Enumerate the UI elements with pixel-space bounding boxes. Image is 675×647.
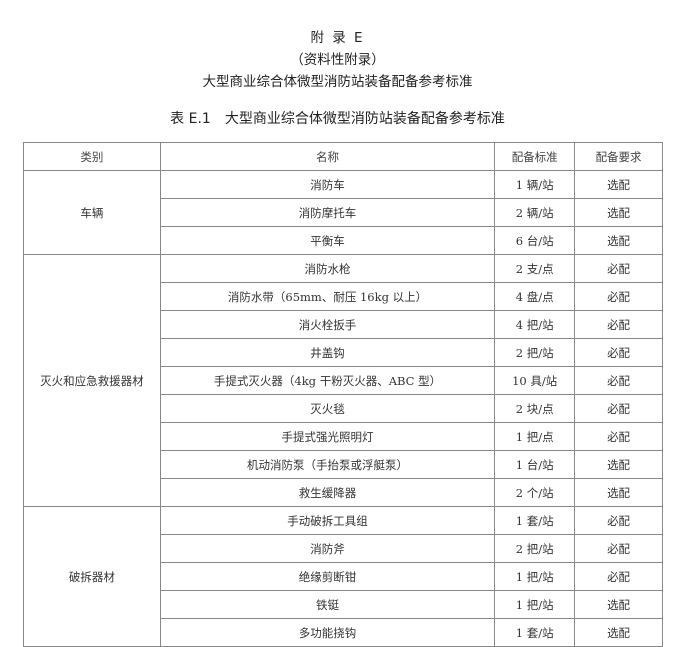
name-cell: 平衡车 (159, 226, 496, 255)
standard-cell: 1 辆/站 (494, 170, 576, 199)
requirement-cell: 选配 (574, 226, 663, 255)
header-requirement: 配备要求 (574, 142, 663, 171)
standard-cell: 2 个/站 (494, 478, 576, 507)
table-row: 消防斧 2 把/站 必配 (24, 534, 663, 563)
name-cell: 绝缘剪断钳 (159, 562, 496, 591)
standard-cell: 1 把/点 (494, 422, 576, 451)
standard-cell: 4 把/站 (494, 310, 576, 339)
name-cell: 手提式灭火器（4kg 干粉灭火器、ABC 型） (159, 366, 496, 395)
appendix-title: 大型商业综合体微型消防站装备配备参考标准 (202, 74, 473, 90)
name-cell: 多功能挠钩 (159, 618, 496, 647)
table-row: 手提式强光照明灯 1 把/点 必配 (24, 422, 663, 451)
name-cell: 手提式强光照明灯 (159, 422, 496, 451)
table-row: 井盖钩 2 把/站 必配 (24, 338, 663, 367)
requirement-cell: 选配 (574, 170, 663, 199)
standard-cell: 1 把/站 (494, 562, 576, 591)
standard-cell: 4 盘/点 (494, 282, 576, 311)
name-cell: 消防车 (159, 170, 496, 199)
requirement-cell: 选配 (574, 198, 663, 227)
requirement-cell: 必配 (574, 562, 663, 591)
requirement-cell: 必配 (574, 310, 663, 339)
requirement-cell: 必配 (574, 534, 663, 563)
appendix-type: （资料性附录） (290, 52, 385, 68)
requirement-cell: 必配 (574, 506, 663, 535)
appendix-label: 附 录 E (310, 30, 365, 46)
standard-cell: 2 辆/站 (494, 198, 576, 227)
requirement-cell: 必配 (574, 254, 663, 283)
name-cell: 灭火毯 (159, 394, 496, 423)
standard-cell: 1 把/站 (494, 590, 576, 619)
requirement-cell: 必配 (574, 282, 663, 311)
table-caption: 表 E.1 大型商业综合体微型消防站装备配备参考标准 (170, 111, 505, 127)
equipment-table: 类别 名称 配备标准 配备要求 车辆 消防车 1 辆/站 选配 消防摩托车 2 辆/站 选配… (23, 142, 663, 647)
table-row: 灭火毯 2 块/点 必配 (24, 394, 663, 423)
standard-cell: 2 把/站 (494, 338, 576, 367)
standard-cell: 1 套/站 (494, 506, 576, 535)
name-cell: 手动破拆工具组 (159, 506, 496, 535)
name-cell: 消防摩托车 (159, 198, 496, 227)
table-row: 消防摩托车 2 辆/站 选配 (24, 198, 663, 227)
requirement-cell: 选配 (574, 450, 663, 479)
name-cell: 消火栓扳手 (159, 310, 496, 339)
name-cell: 消防水枪 (159, 254, 496, 283)
table-row: 车辆 消防车 1 辆/站 选配 (23, 170, 663, 255)
requirement-cell: 选配 (574, 618, 663, 647)
standard-cell: 2 块/点 (494, 394, 576, 423)
name-cell: 井盖钩 (159, 338, 496, 367)
name-cell: 消防斧 (159, 534, 496, 563)
table-row: 平衡车 6 台/站 选配 (24, 226, 663, 255)
standard-cell: 2 支/点 (494, 254, 576, 283)
requirement-cell: 选配 (574, 590, 663, 619)
table-row: 多功能挠钩 1 套/站 选配 (24, 618, 663, 647)
header-category: 类别 (23, 142, 161, 171)
requirement-cell: 必配 (574, 338, 663, 367)
requirement-cell: 选配 (574, 478, 663, 507)
table-row: 消火栓扳手 4 把/站 必配 (24, 310, 663, 339)
header-standard: 配备标准 (494, 142, 576, 171)
table-row: 灭火和应急救援器材 消防水枪 2 支/点 必配 (23, 254, 663, 507)
name-cell: 救生缓降器 (159, 478, 496, 507)
category-cell: 灭火和应急救援器材 (23, 254, 161, 507)
category-cell: 车辆 (23, 170, 161, 255)
name-cell: 机动消防泵（手抬泵或浮艇泵） (159, 450, 496, 479)
name-cell: 铁铤 (159, 590, 496, 619)
requirement-cell: 必配 (574, 366, 663, 395)
category-cell: 破拆器材 (23, 506, 161, 647)
table-row: 破拆器材 手动破拆工具组 1 套/站 必配 (23, 506, 663, 647)
requirement-cell: 必配 (574, 394, 663, 423)
table-header-row: 类别 名称 配备标准 配备要求 (23, 142, 663, 171)
requirement-cell: 必配 (574, 422, 663, 451)
name-cell: 消防水带（65mm、耐压 16kg 以上） (159, 282, 496, 311)
standard-cell: 2 把/站 (494, 534, 576, 563)
table-row: 救生缓降器 2 个/站 选配 (24, 478, 663, 507)
table-row: 手提式灭火器（4kg 干粉灭火器、ABC 型） 10 具/站 必配 (24, 366, 663, 395)
standard-cell: 1 套/站 (494, 618, 576, 647)
table-row: 机动消防泵（手抬泵或浮艇泵） 1 台/站 选配 (24, 450, 663, 479)
standard-cell: 1 台/站 (494, 450, 576, 479)
header-name: 名称 (159, 142, 496, 171)
standard-cell: 10 具/站 (494, 366, 576, 395)
table-row: 消防水带（65mm、耐压 16kg 以上） 4 盘/点 必配 (24, 282, 663, 311)
standard-cell: 6 台/站 (494, 226, 576, 255)
